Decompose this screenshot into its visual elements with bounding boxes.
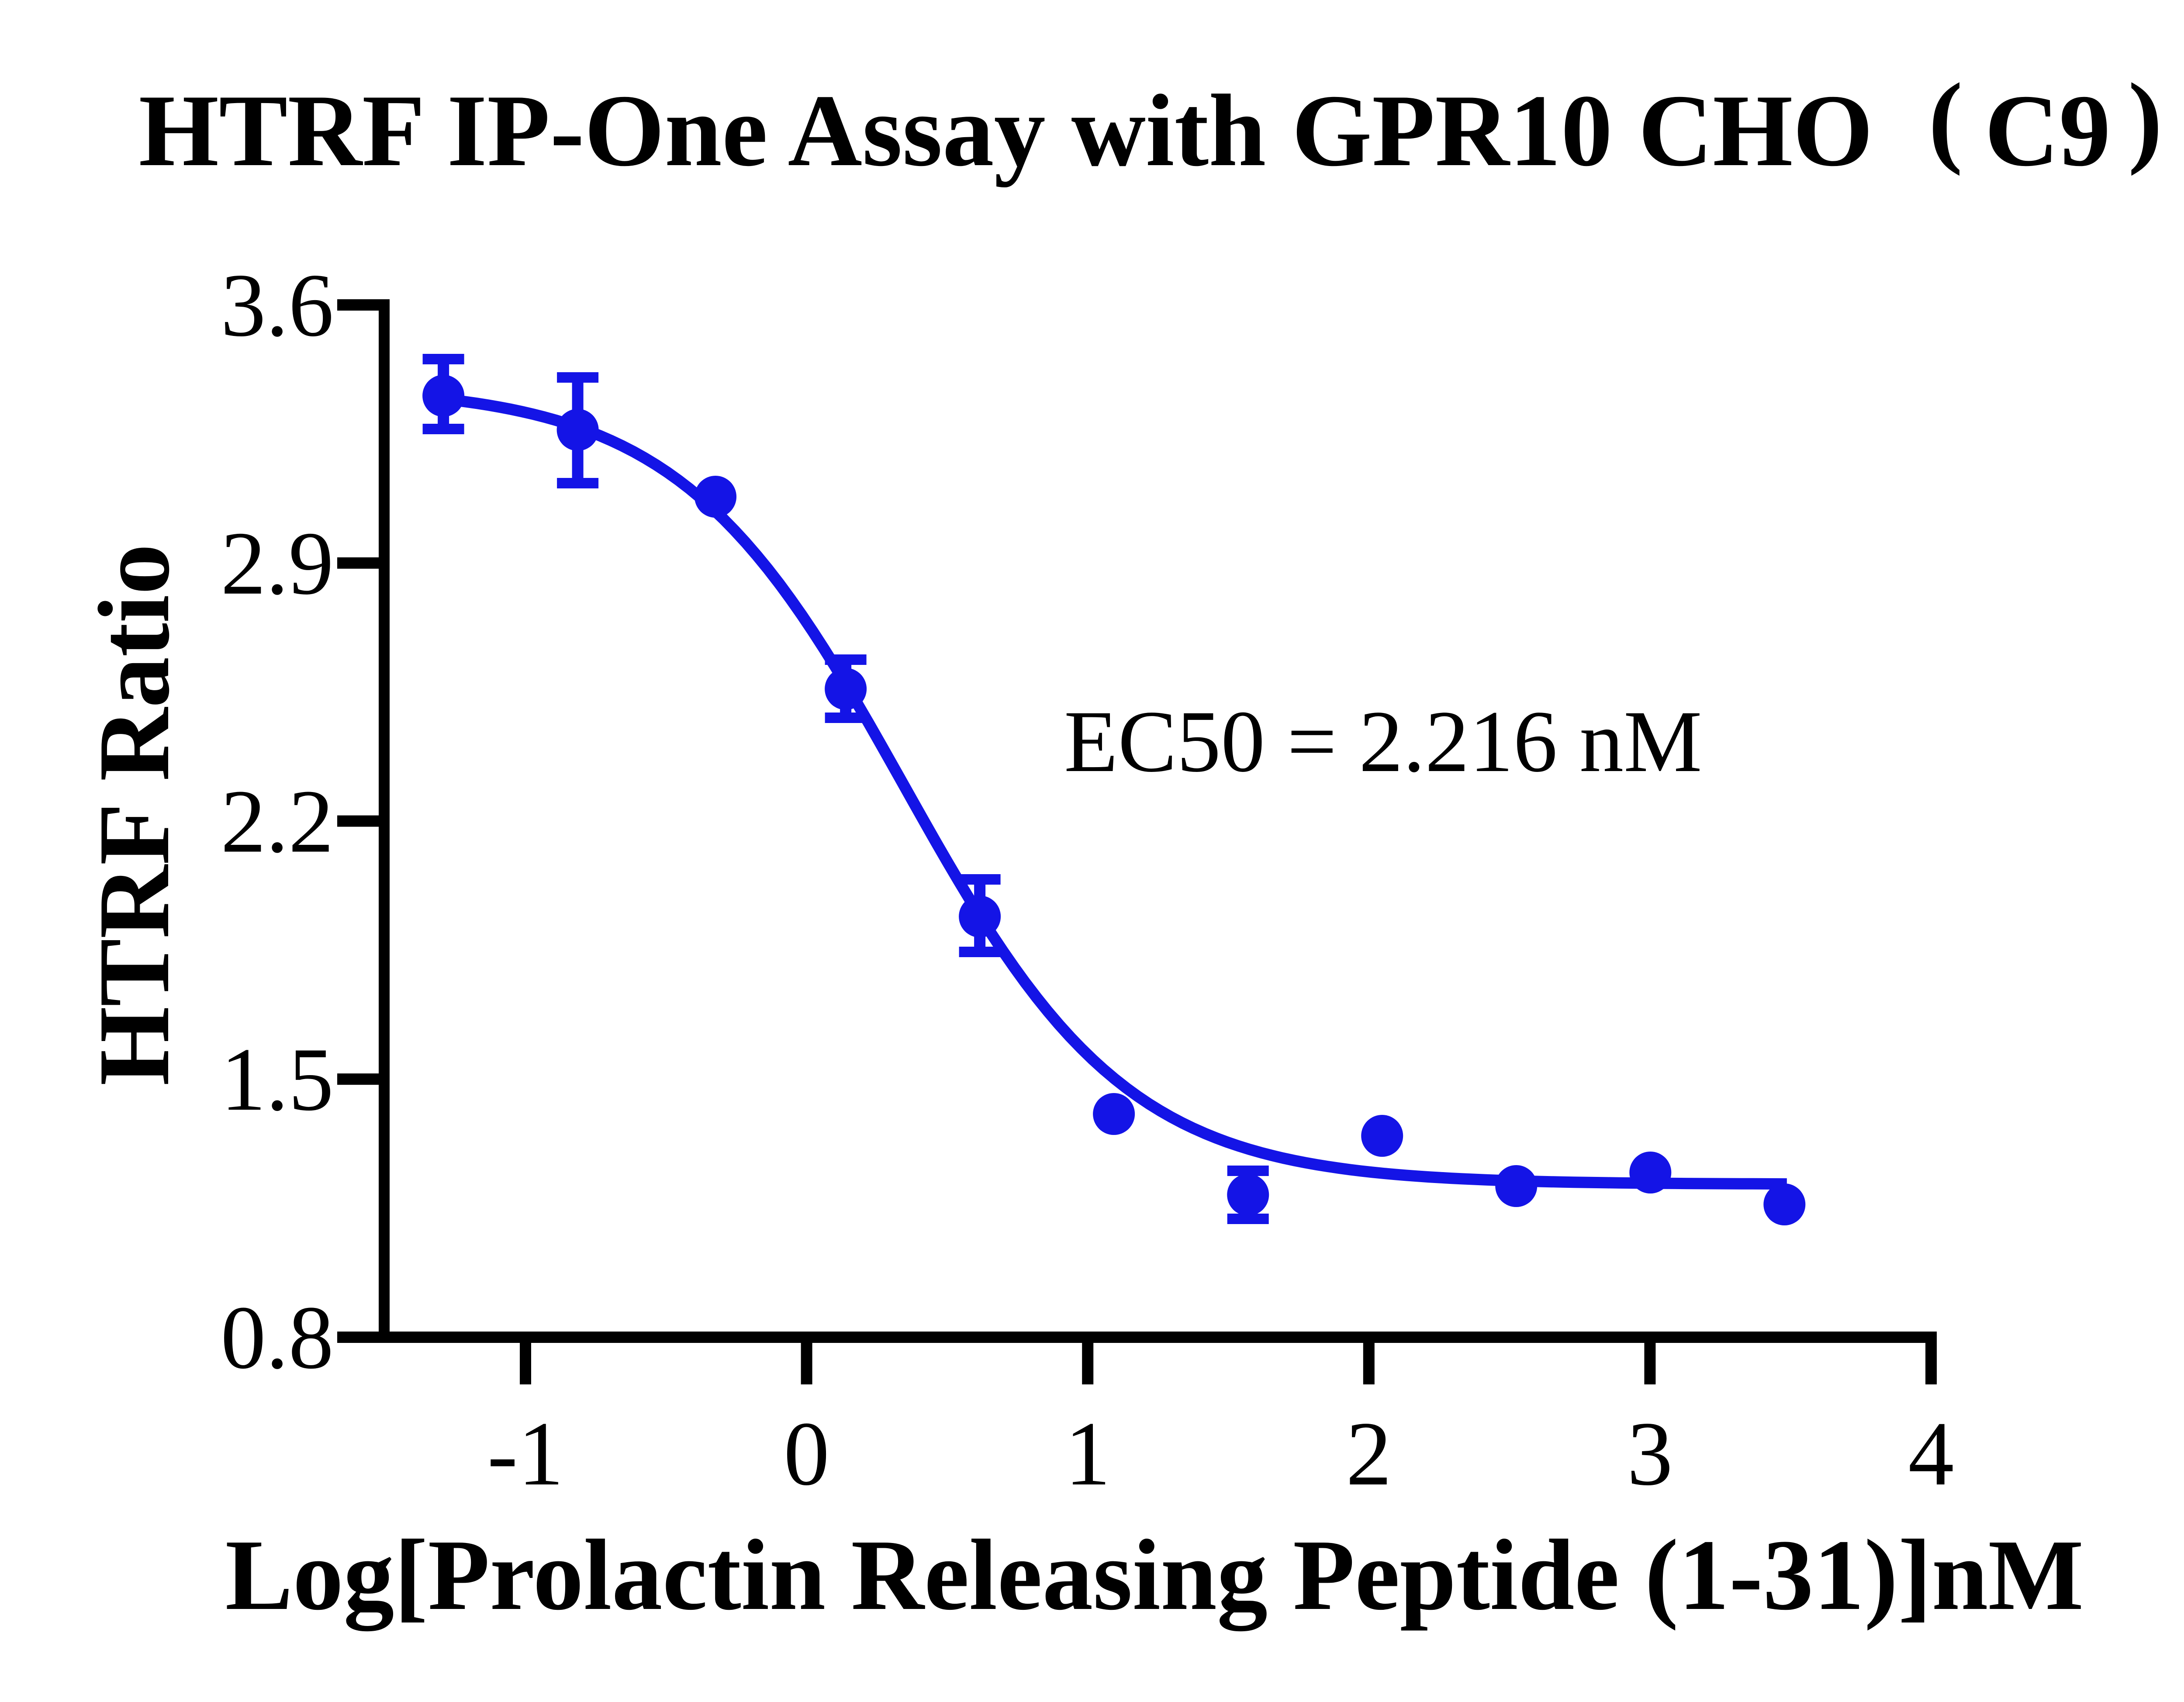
svg-text:3: 3 — [1627, 1403, 1673, 1505]
svg-text:0: 0 — [784, 1403, 829, 1505]
svg-text:): ) — [2128, 62, 2163, 176]
svg-text:2.9: 2.9 — [221, 513, 334, 613]
svg-text:2: 2 — [1346, 1403, 1392, 1505]
svg-text:HTRF Ratio: HTRF Ratio — [78, 544, 190, 1086]
svg-text:2.2: 2.2 — [221, 771, 334, 872]
svg-text:HTRF IP-One Assay with GPR10 C: HTRF IP-One Assay with GPR10 CHO — [139, 74, 1873, 188]
svg-text:1.5: 1.5 — [221, 1029, 334, 1129]
svg-text:EC50 = 2.216 nM: EC50 = 2.216 nM — [1064, 692, 1702, 790]
svg-text:(: ( — [1928, 62, 1963, 176]
svg-text:3.6: 3.6 — [221, 255, 334, 355]
svg-text:C9: C9 — [1985, 74, 2111, 188]
svg-text:0.8: 0.8 — [221, 1287, 334, 1387]
svg-text:4: 4 — [1908, 1403, 1954, 1505]
svg-text:1: 1 — [1065, 1403, 1111, 1505]
svg-text:-1: -1 — [487, 1403, 564, 1505]
svg-text:Log[Prolactin Releasing Peptid: Log[Prolactin Releasing Peptide (1-31)]n… — [225, 1519, 2084, 1631]
